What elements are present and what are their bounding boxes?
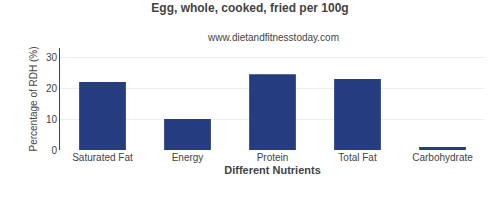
svg-text:Protein: Protein: [257, 152, 289, 163]
svg-text:Different Nutrients: Different Nutrients: [224, 164, 321, 176]
svg-text:Energy: Energy: [172, 152, 204, 163]
svg-text:Egg, whole, cooked, fried per: Egg, whole, cooked, fried per 100g: [151, 1, 348, 15]
svg-text:Total Fat: Total Fat: [338, 152, 377, 163]
svg-text:www.dietandfitnesstoday.com: www.dietandfitnesstoday.com: [207, 32, 339, 43]
svg-text:Saturated Fat: Saturated Fat: [72, 152, 133, 163]
svg-text:20: 20: [46, 83, 58, 94]
svg-text:10: 10: [46, 114, 58, 125]
svg-text:30: 30: [46, 52, 58, 63]
svg-text:0: 0: [51, 145, 57, 156]
svg-text:Carbohydrate: Carbohydrate: [412, 152, 473, 163]
svg-text:Percentage of RDH (%): Percentage of RDH (%): [28, 46, 39, 151]
